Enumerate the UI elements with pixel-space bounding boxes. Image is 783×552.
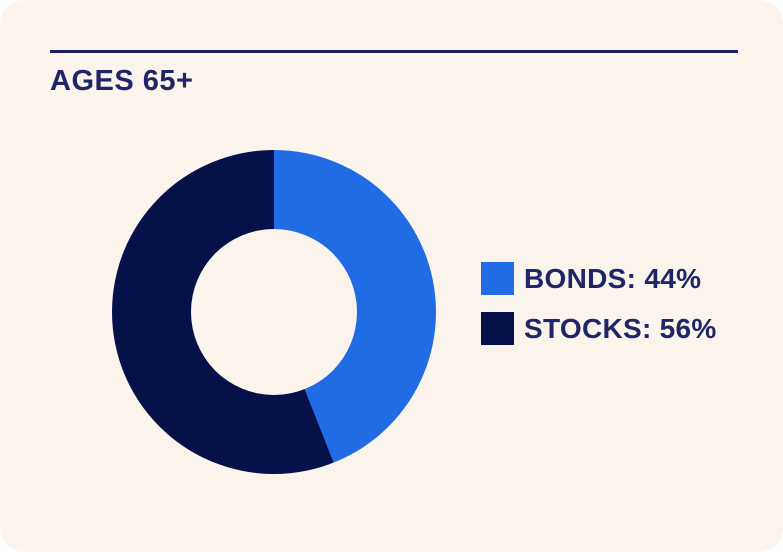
legend-item-stocks: STOCKS: 56% (481, 312, 717, 345)
legend-swatch-stocks (481, 312, 514, 345)
donut-hole (191, 229, 357, 395)
legend-label-stocks: STOCKS: 56% (524, 312, 717, 344)
legend-item-bonds: BONDS: 44% (481, 262, 717, 295)
legend-swatch-bonds (481, 262, 514, 295)
chart-title: AGES 65+ (50, 65, 194, 97)
legend-label-bonds: BONDS: 44% (524, 262, 702, 294)
legend: BONDS: 44% STOCKS: 56% (481, 262, 717, 345)
divider-rule (50, 50, 738, 53)
donut-chart (112, 150, 436, 474)
